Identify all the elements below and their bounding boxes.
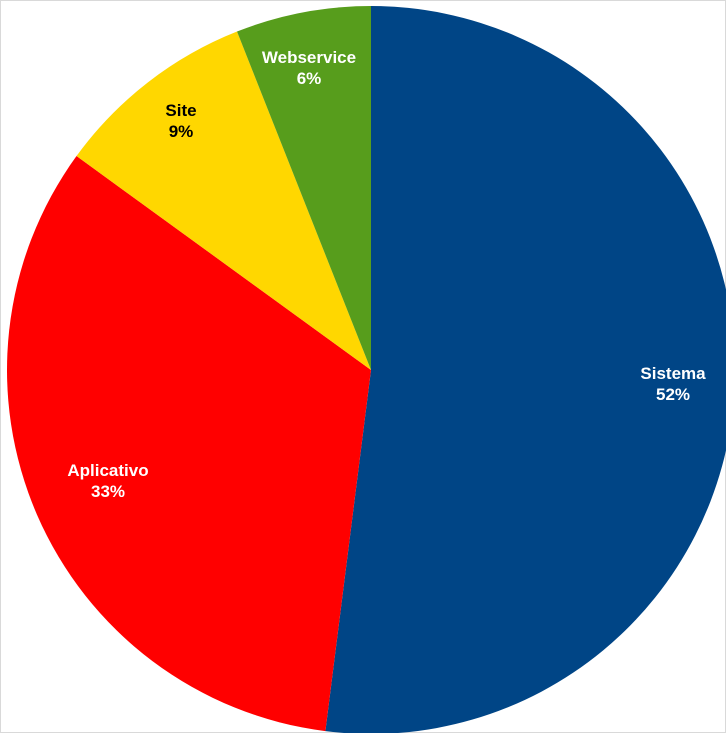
slice-percent-sistema: 52% bbox=[656, 385, 690, 404]
slice-percent-webservice: 6% bbox=[297, 69, 322, 88]
slice-label-sistema: Sistema bbox=[640, 364, 706, 383]
pie-slice-site bbox=[76, 31, 372, 371]
pie-slice-aplicativo bbox=[7, 156, 372, 732]
slice-percent-aplicativo: 33% bbox=[91, 482, 125, 501]
slice-label-aplicativo: Aplicativo bbox=[67, 461, 148, 480]
pie-slice-sistema bbox=[325, 6, 726, 733]
slice-percent-site: 9% bbox=[169, 122, 194, 141]
slice-label-site: Site bbox=[165, 101, 196, 120]
slice-label-webservice: Webservice bbox=[262, 48, 356, 67]
pie-slice-webservice bbox=[237, 5, 371, 370]
